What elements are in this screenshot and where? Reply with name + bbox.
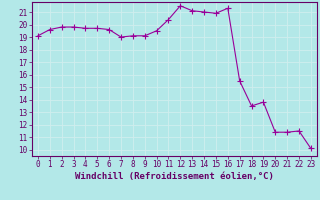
- X-axis label: Windchill (Refroidissement éolien,°C): Windchill (Refroidissement éolien,°C): [75, 172, 274, 181]
